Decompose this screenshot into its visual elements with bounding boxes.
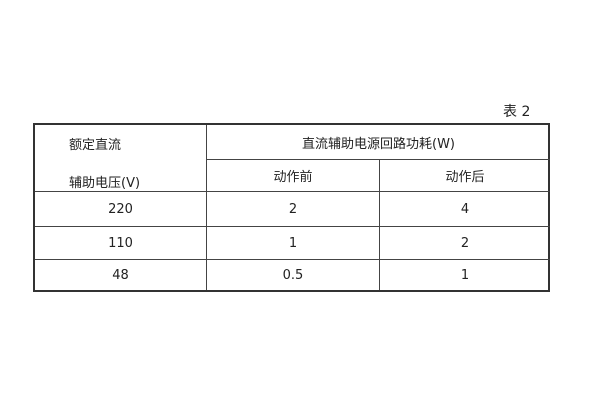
divider bbox=[35, 259, 550, 260]
header-voltage-line2: 辅助电压(V) bbox=[69, 176, 141, 191]
row-after: 2 bbox=[460, 235, 470, 251]
divider bbox=[379, 159, 380, 290]
header-power-group: 直流辅助电源回路功耗(W) bbox=[302, 136, 455, 152]
row-after: 4 bbox=[460, 201, 470, 217]
row-voltage: 110 bbox=[108, 235, 133, 251]
row-before: 0.5 bbox=[282, 267, 304, 283]
row-voltage: 48 bbox=[112, 267, 129, 283]
divider bbox=[206, 125, 207, 290]
row-after: 1 bbox=[460, 267, 470, 283]
header-voltage-line1: 额定直流 bbox=[69, 138, 122, 153]
row-before: 2 bbox=[288, 201, 298, 217]
divider bbox=[206, 159, 550, 160]
row-voltage: 220 bbox=[108, 201, 133, 217]
header-before: 动作前 bbox=[273, 170, 313, 185]
divider bbox=[35, 191, 550, 192]
divider bbox=[35, 226, 550, 227]
row-before: 1 bbox=[288, 235, 298, 251]
table-caption: 表 2 bbox=[503, 104, 531, 120]
power-consumption-table: 额定直流 辅助电压(V) 直流辅助电源回路功耗(W) 动作前 动作后 220 2… bbox=[33, 123, 550, 292]
header-after: 动作后 bbox=[445, 170, 485, 185]
